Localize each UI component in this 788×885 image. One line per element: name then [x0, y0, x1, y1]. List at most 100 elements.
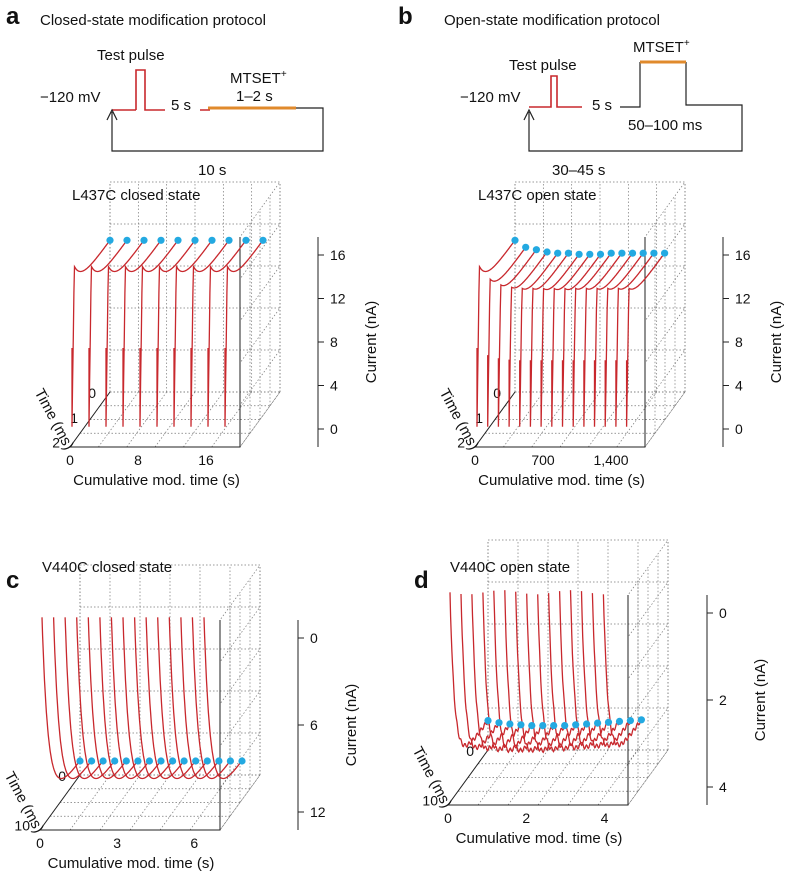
- trace-line: [191, 617, 231, 780]
- y-tick-label: 0: [88, 385, 96, 401]
- markers: [76, 757, 246, 765]
- grid-line-floor: [537, 749, 579, 806]
- z-tick-label: 16: [330, 247, 346, 263]
- grid-line-floor: [559, 391, 601, 448]
- x-axis-label: Cumulative mod. time (s): [73, 472, 240, 489]
- z-axis-label: Current (nA): [363, 301, 380, 384]
- trace-line: [88, 239, 128, 427]
- end-marker: [572, 721, 580, 729]
- trace-line: [497, 249, 537, 427]
- end-marker: [528, 722, 536, 730]
- trace-line: [139, 239, 179, 427]
- x-tick-label: 1,400: [593, 452, 628, 468]
- end-marker: [215, 757, 223, 765]
- y-tick-label: 0: [493, 385, 501, 401]
- panel-b-protocol: b Open-state modification protocol Test …: [398, 3, 743, 179]
- end-marker: [607, 249, 615, 257]
- y-tick-label: 1: [70, 410, 78, 426]
- grid-line-floor: [597, 749, 639, 806]
- reagent-duration-b: 50–100 ms: [628, 117, 702, 134]
- trace-line: [537, 594, 577, 753]
- z-tick-label: 16: [735, 247, 751, 263]
- end-marker: [238, 757, 246, 765]
- grid-line-floor: [189, 774, 231, 831]
- end-marker: [628, 249, 637, 257]
- trace-line: [572, 252, 612, 427]
- protocol-title-b: Open-state modification protocol: [444, 12, 660, 29]
- markers: [484, 716, 646, 730]
- grid-line-floor: [507, 749, 549, 806]
- y-tick-label: 10: [14, 818, 30, 834]
- traces: [71, 239, 264, 427]
- end-marker: [517, 721, 525, 729]
- end-marker: [650, 249, 658, 257]
- end-marker: [225, 236, 233, 244]
- trace-line: [580, 591, 621, 749]
- trace-line: [625, 252, 666, 427]
- trace-line: [190, 239, 230, 427]
- end-marker: [554, 249, 562, 257]
- trace-line: [76, 617, 116, 780]
- z-tick-label: 12: [330, 291, 346, 307]
- protocol-title-a: Closed-state modification protocol: [40, 12, 266, 29]
- grid-line-z: [80, 564, 261, 621]
- end-marker: [180, 757, 188, 765]
- trace-line: [460, 593, 500, 751]
- reagent-duration-a: 1–2 s: [236, 88, 273, 105]
- panel-label-d: d: [414, 567, 429, 594]
- axis-frame: [69, 237, 241, 448]
- y-tick-label: 0: [58, 768, 66, 784]
- grid-line-floor: [644, 391, 686, 448]
- markers: [511, 236, 669, 258]
- trace-line: [482, 592, 522, 753]
- trace-line: [583, 252, 623, 427]
- x-axis-label: Cumulative mod. time (s): [478, 472, 645, 489]
- end-marker: [242, 236, 250, 244]
- grid-line-floor: [219, 774, 261, 831]
- end-marker: [484, 717, 492, 725]
- trace-line: [526, 593, 566, 754]
- x-tick-label: 3: [113, 835, 121, 851]
- panel-label-b: b: [398, 3, 413, 30]
- end-marker: [522, 243, 530, 251]
- trace-line: [493, 590, 533, 754]
- x-tick-label: 8: [134, 452, 142, 468]
- interval-label-a: 5 s: [171, 97, 191, 114]
- trace-line: [591, 593, 632, 749]
- y-tick-label: 2: [52, 435, 60, 451]
- grid-line-floor: [239, 391, 281, 448]
- grid-line-floor: [159, 774, 201, 831]
- protocol-loop-a: [111, 107, 324, 152]
- trace-line: [593, 252, 634, 427]
- loop-arrow-b: [523, 108, 535, 121]
- test-pulse-label-b: Test pulse: [509, 57, 577, 74]
- grid-line-floor: [616, 391, 657, 448]
- end-marker: [99, 757, 107, 765]
- trace-line: [476, 239, 516, 427]
- end-marker: [169, 757, 177, 765]
- end-marker: [76, 757, 84, 765]
- trace-line: [87, 617, 127, 780]
- trace-line: [224, 239, 264, 427]
- chart-title: V440C open state: [450, 559, 570, 576]
- trace-line: [519, 252, 559, 427]
- grid-line-z: [515, 181, 686, 238]
- trace-line: [551, 253, 591, 427]
- trace-line: [110, 617, 150, 780]
- grid-line-floor: [531, 391, 572, 448]
- z-tick-label: 2: [719, 692, 727, 708]
- grid-line-z: [110, 181, 281, 238]
- end-marker: [495, 719, 503, 727]
- z-tick-label: 0: [330, 421, 338, 437]
- trace-line: [540, 253, 580, 427]
- grid-line-floor: [183, 391, 224, 448]
- axis-frame: [474, 237, 646, 448]
- grid-line-floor: [211, 391, 252, 448]
- grid-line-floor: [126, 391, 167, 448]
- trace-line: [157, 617, 197, 780]
- end-marker: [123, 236, 131, 244]
- x-tick-label: 6: [190, 835, 198, 851]
